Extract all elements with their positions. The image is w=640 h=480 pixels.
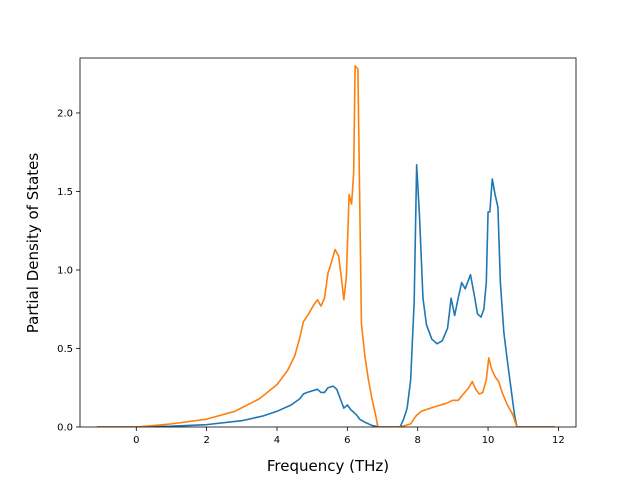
series-line-2: [96, 65, 555, 427]
x-tick-label: 2: [203, 435, 209, 446]
x-tick-label: 0: [133, 435, 139, 446]
plot-area: [96, 65, 555, 427]
x-tick-label: 10: [482, 435, 495, 446]
y-tick-label: 2.0: [57, 108, 73, 119]
y-axis-label: Partial Density of States: [24, 153, 42, 334]
x-tick-label: 6: [344, 435, 350, 446]
x-tick-label: 4: [274, 435, 280, 446]
axes-frame: [79, 57, 577, 428]
series-line-1: [96, 163, 555, 427]
x-tick-label: 12: [552, 435, 565, 446]
y-tick-label: 0.0: [57, 423, 73, 434]
axes: 0 2 4 6 8 10 12 0.0 0.5 1.0 1.5 2.0: [57, 57, 577, 446]
y-tick-label: 1.5: [57, 187, 73, 198]
x-tick-label: 8: [415, 435, 421, 446]
y-tick-label: 1.0: [57, 265, 73, 276]
x-axis-label: Frequency (THz): [267, 457, 389, 475]
y-tick-label: 0.5: [57, 344, 73, 355]
